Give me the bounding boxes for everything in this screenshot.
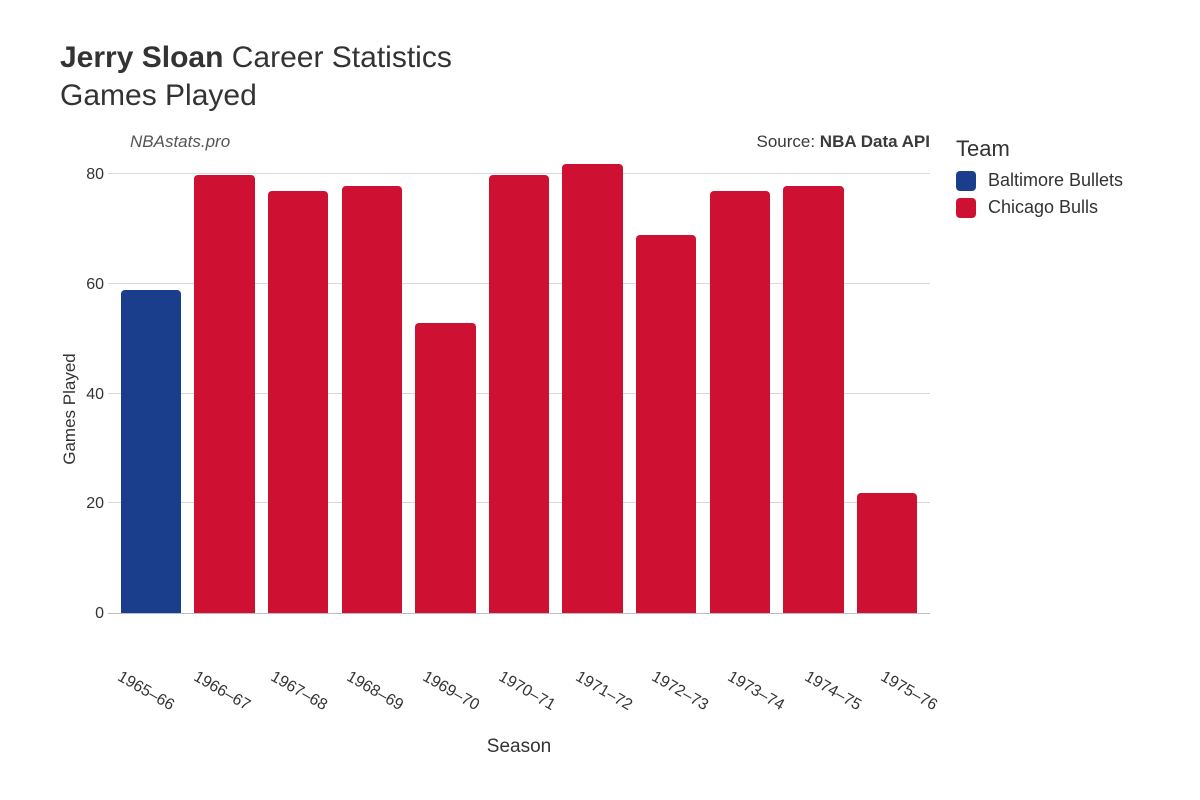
bar-slot [556,164,630,613]
legend-swatch [956,198,976,218]
bar-slot [777,164,851,613]
x-tick-label: 1968–69 [331,656,409,715]
bar [857,493,917,613]
legend-title: Team [956,136,1123,162]
title-player-name: Jerry Sloan [60,41,223,74]
chart-row: NBAstats.pro Source: NBA Data API Games … [60,132,1150,758]
x-tick-label: 1967–68 [255,656,333,715]
bars-group [108,164,930,613]
bar-slot [703,164,777,613]
plot-area [108,164,930,614]
y-axis-label: Games Played [60,353,80,465]
title-suffix: Career Statistics [232,41,452,74]
x-tick-label: 1975–76 [865,656,943,715]
credits-row: NBAstats.pro Source: NBA Data API [60,132,930,158]
source-text: Source: NBA Data API [756,132,930,152]
legend-items: Baltimore Bullets Chicago Bulls [956,170,1123,218]
bar [562,164,622,613]
y-tick-label: 40 [76,386,104,404]
source-name: NBA Data API [820,132,930,151]
x-tick-label: 1973–74 [712,656,790,715]
bar [415,323,475,613]
plot-column: NBAstats.pro Source: NBA Data API Games … [60,132,930,758]
bar [710,191,770,613]
bar [194,175,254,613]
watermark-text: NBAstats.pro [130,132,230,152]
x-tick-label: 1972–73 [636,656,714,715]
legend-label: Baltimore Bullets [988,170,1123,191]
x-axis-label: Season [60,736,930,758]
chart-title-block: Jerry Sloan Career Statistics Games Play… [60,40,1150,114]
chart-container: Jerry Sloan Career Statistics Games Play… [0,0,1200,800]
bar [268,191,328,613]
chart-title-line-1: Jerry Sloan Career Statistics [60,40,1150,76]
bar-slot [850,164,924,613]
bar [342,186,402,613]
source-prefix: Source: [756,132,819,151]
legend: Team Baltimore Bullets Chicago Bulls [956,136,1123,224]
x-axis-ticks: 1965–661966–671967–681968–691969–701970–… [108,656,930,680]
bar-slot [335,164,409,613]
bar-slot [114,164,188,613]
bar [121,290,181,613]
x-tick-label: 1969–70 [407,656,485,715]
bar [783,186,843,613]
bar-slot [261,164,335,613]
x-tick-label: 1971–72 [560,656,638,715]
legend-item: Baltimore Bullets [956,170,1123,191]
chart-title-line-2: Games Played [60,78,1150,114]
bar-slot [629,164,703,613]
y-tick-label: 0 [76,605,104,623]
plot-wrap: Games Played 020406080 1965–661966–67196… [60,164,930,654]
bar [489,175,549,613]
x-tick-label: 1974–75 [789,656,867,715]
legend-label: Chicago Bulls [988,197,1098,218]
y-tick-label: 20 [76,495,104,513]
bar-slot [188,164,262,613]
y-tick-label: 80 [76,166,104,184]
legend-swatch [956,171,976,191]
x-tick-label: 1965–66 [102,656,180,715]
x-tick-label: 1966–67 [178,656,256,715]
bar-slot [482,164,556,613]
y-tick-label: 60 [76,276,104,294]
bar-slot [409,164,483,613]
x-tick-label: 1970–71 [483,656,561,715]
legend-item: Chicago Bulls [956,197,1123,218]
bar [636,235,696,613]
